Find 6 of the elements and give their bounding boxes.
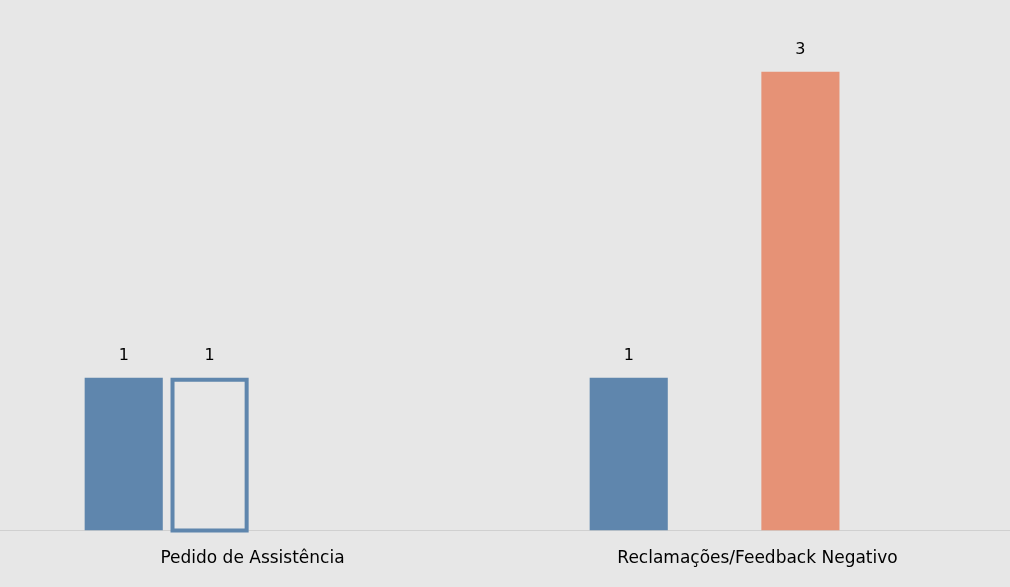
data-label: 3 — [795, 39, 806, 59]
data-label: 1 — [118, 344, 129, 364]
x-tick-label: Reclamações/Feedback Negativo — [617, 547, 898, 568]
data-label: 1 — [623, 344, 634, 364]
x-tick-label: Pedido de Assistência — [160, 547, 345, 568]
data-label: 1 — [204, 344, 215, 364]
